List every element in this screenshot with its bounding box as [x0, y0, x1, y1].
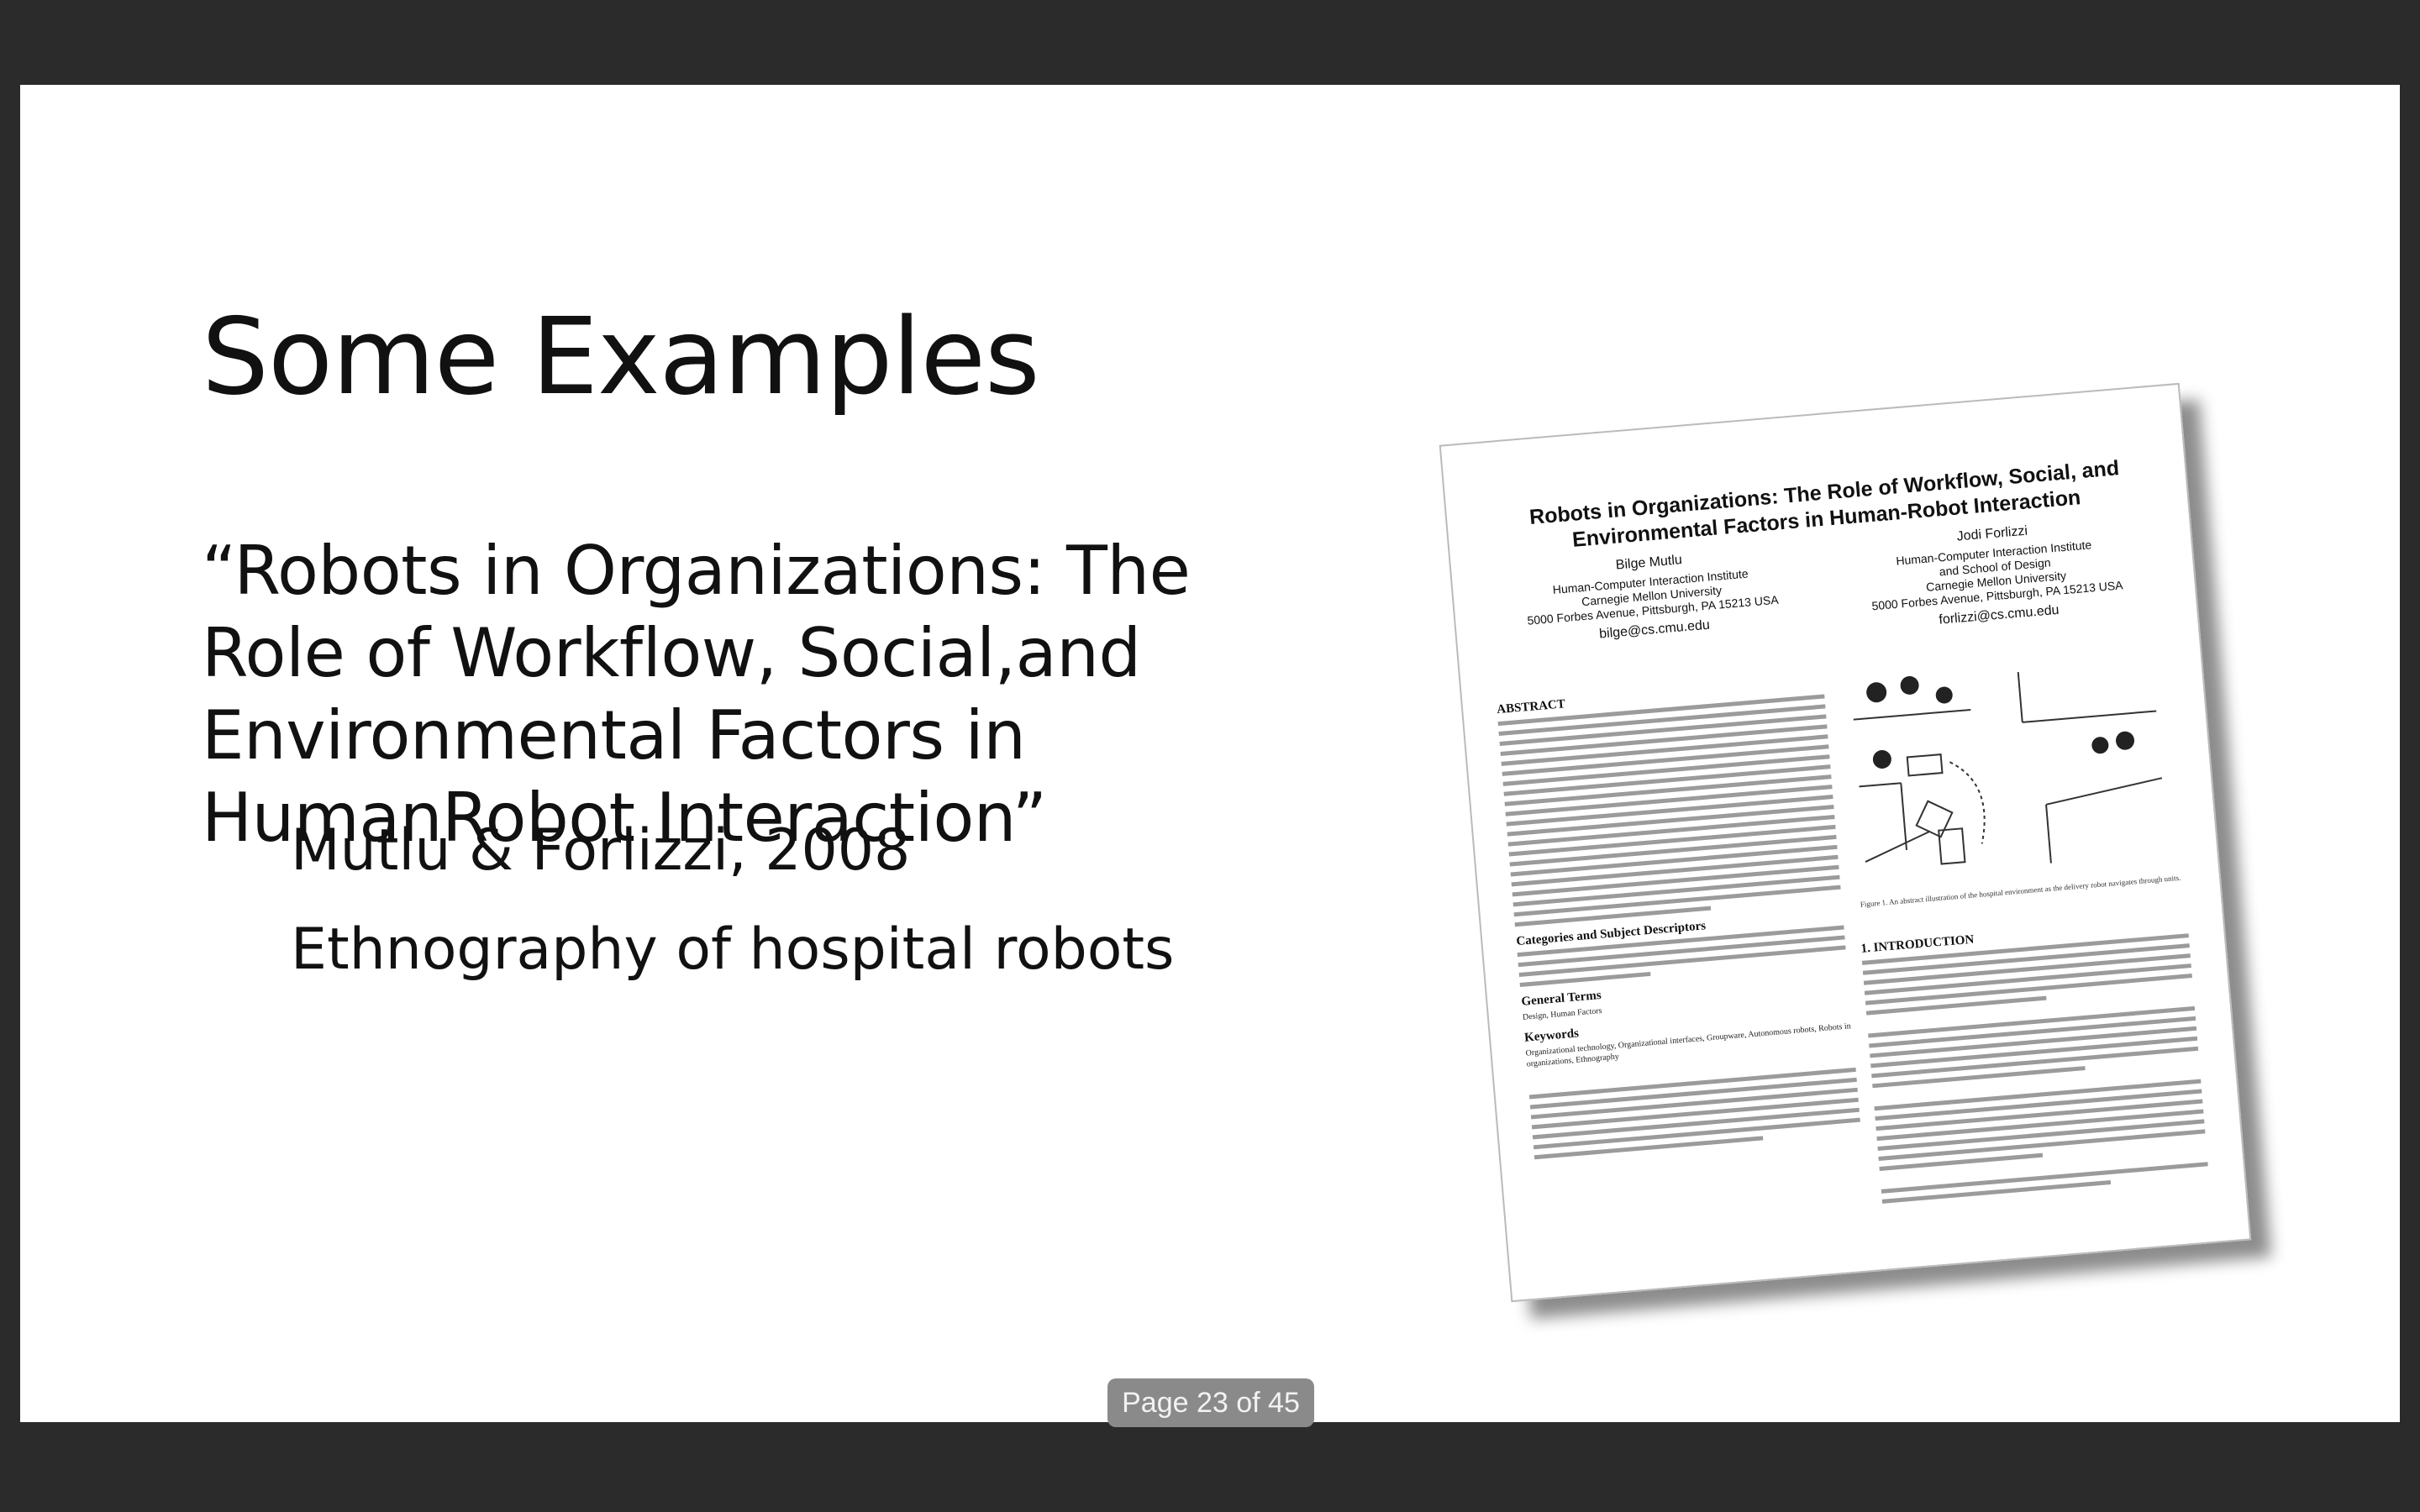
author-block: Jodi Forlizzi Human-Computer Interaction…	[1828, 513, 2163, 636]
paper-left-column: ABSTRACT Categories and Subject Descript…	[1496, 668, 1862, 1166]
paper-thumbnail: Robots in Organizations: The Role of Wor…	[1439, 379, 2255, 1303]
page-indicator: Page 23 of 45	[1107, 1378, 1314, 1427]
slide-title: Some Examples	[202, 295, 1040, 418]
paper-right-column: 1. INTRODUCTION	[1860, 906, 2209, 1209]
description: Ethnography of hospital robots	[291, 916, 1175, 983]
citation: Mutlu & Forlizzi, 2008	[291, 817, 911, 884]
hospital-figure	[1853, 671, 2163, 865]
paper-page: Robots in Organizations: The Role of Wor…	[1439, 382, 2252, 1303]
paper-quote: “Robots in Organizations: The Role of Wo…	[202, 532, 1191, 857]
author-block: Bilge Mutlu Human-Computer Interaction I…	[1485, 542, 1819, 664]
slide: Some Examples “Robots in Organizations: …	[20, 85, 2400, 1422]
